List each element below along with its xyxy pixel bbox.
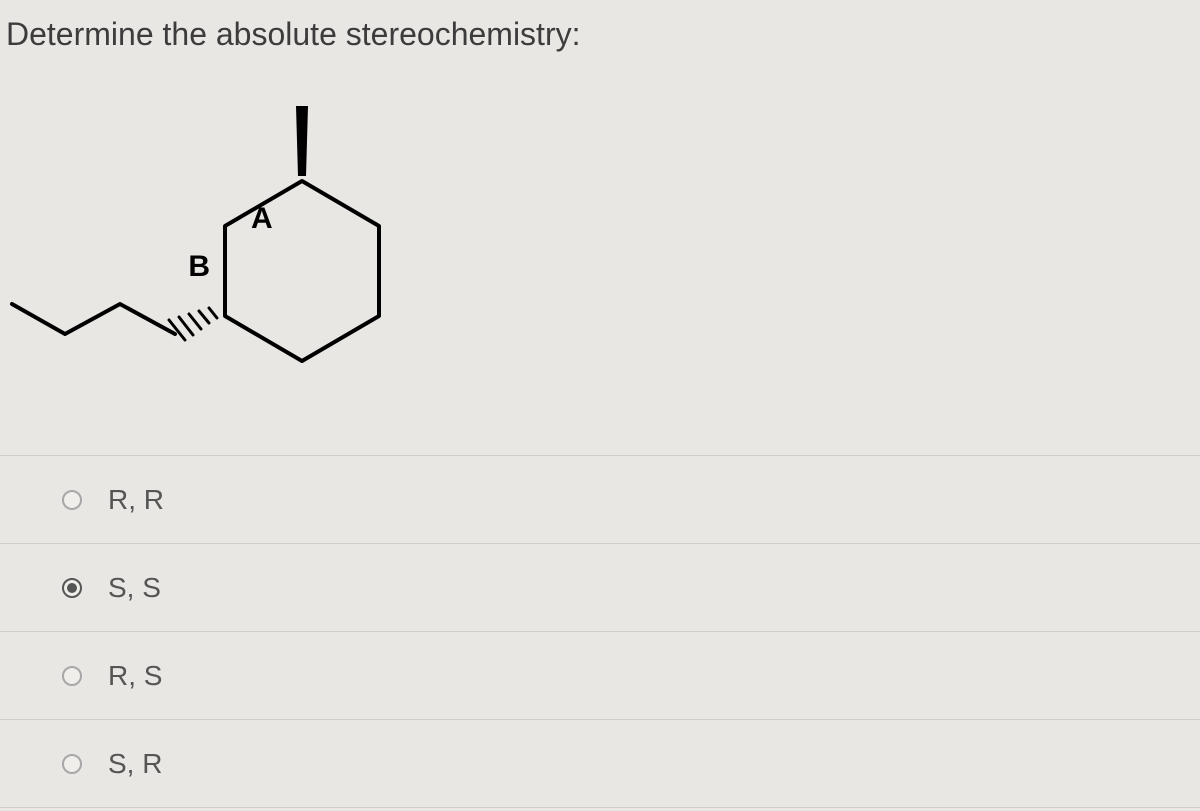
option-label: S, S: [108, 572, 161, 604]
option-row[interactable]: S, S: [0, 543, 1200, 632]
option-row[interactable]: S, R: [0, 719, 1200, 808]
option-label: R, S: [108, 660, 162, 692]
radio-button[interactable]: [62, 754, 82, 774]
label-b: B: [188, 250, 210, 283]
alkyl-chain: [12, 304, 175, 334]
option-row[interactable]: R, R: [0, 455, 1200, 544]
wedge-bond-up: [296, 106, 308, 176]
options-list: R, R S, S R, S S, R: [0, 456, 1200, 808]
radio-button[interactable]: [62, 666, 82, 686]
radio-dot-icon: [67, 583, 77, 593]
hexagon-ring: [225, 181, 379, 361]
option-label: S, R: [108, 748, 162, 780]
molecule-svg: A B: [0, 86, 420, 446]
question-text: Determine the absolute stereochemistry:: [6, 16, 580, 53]
radio-button[interactable]: [62, 490, 82, 510]
question-container: Determine the absolute stereochemistry: …: [0, 0, 1200, 811]
option-label: R, R: [108, 484, 164, 516]
radio-button[interactable]: [62, 578, 82, 598]
label-a: A: [251, 202, 273, 235]
molecule-figure: A B: [0, 86, 420, 446]
option-row[interactable]: R, S: [0, 631, 1200, 720]
